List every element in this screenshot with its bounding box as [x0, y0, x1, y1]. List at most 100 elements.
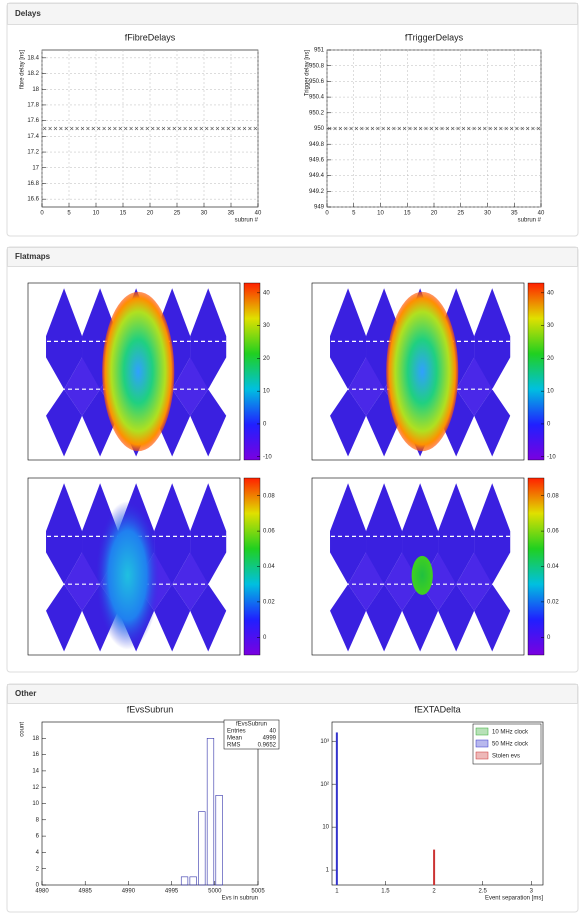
bar — [180, 876, 189, 886]
point — [349, 126, 353, 131]
x-tick-label: 40 — [255, 211, 262, 217]
point — [531, 126, 535, 131]
point — [59, 126, 63, 131]
point — [172, 126, 177, 131]
y-tick-label: 18.4 — [27, 55, 39, 61]
point — [338, 126, 343, 131]
y-tick-label: 2 — [36, 866, 40, 872]
point — [451, 126, 455, 131]
y-tick-label: 950 — [314, 126, 325, 132]
z-tick-label: 0 — [547, 635, 551, 641]
y-tick-label: 17.2 — [27, 150, 39, 156]
z-tick-label: 30 — [263, 323, 270, 329]
point — [134, 126, 139, 131]
x-tick-label: 4985 — [79, 889, 93, 895]
point — [509, 126, 514, 131]
x-axis-label: subrun # — [235, 218, 259, 224]
z-tick-label: 0.02 — [263, 599, 275, 605]
flatmap — [33, 288, 235, 457]
bar — [206, 737, 215, 886]
point — [129, 126, 133, 131]
x-tick-label: 5 — [352, 211, 356, 217]
hotspot — [411, 555, 433, 595]
point — [167, 126, 171, 131]
point — [177, 126, 182, 131]
z-tick-label: 20 — [263, 356, 270, 362]
x-tick-label: 2 — [432, 889, 436, 895]
point — [354, 126, 359, 131]
y-axis-label: Trigger delay [ns] — [305, 50, 311, 96]
z-tick-label: 0.04 — [547, 564, 559, 570]
legend-swatch — [475, 739, 489, 748]
point — [226, 126, 231, 131]
x-tick-label: 2.5 — [479, 889, 488, 895]
z-tick-label: 0.06 — [263, 529, 275, 535]
y-tick-label: 17 — [32, 165, 39, 171]
x-axis-label: subrun # — [518, 218, 542, 224]
point — [199, 126, 204, 131]
point — [392, 126, 396, 131]
y-tick-label: 949.4 — [309, 173, 325, 179]
z-tick-label: 10 — [263, 389, 270, 395]
legend-swatch — [475, 751, 489, 760]
map-cell — [190, 483, 227, 652]
x-axis-label: Event separation [ms] — [485, 896, 543, 902]
point — [365, 126, 369, 131]
point — [253, 126, 258, 131]
y-axis-label: count — [20, 722, 26, 737]
point — [188, 126, 193, 131]
point — [102, 126, 106, 131]
legend-label: 50 MHz clock — [492, 742, 529, 748]
point — [461, 126, 466, 131]
y-tick-label: 18.2 — [27, 71, 39, 77]
y-tick-label: 10³ — [320, 739, 329, 745]
y-tick-label: 950.8 — [309, 63, 325, 69]
stats-label: RMS — [227, 743, 240, 749]
z-tick-label: 40 — [263, 290, 270, 296]
y-tick-label: 950.6 — [309, 79, 325, 85]
x-tick-label: 5 — [67, 211, 71, 217]
y-tick-label: 16 — [32, 752, 39, 758]
point — [424, 126, 428, 131]
point — [145, 126, 150, 131]
x-tick-label: 15 — [404, 211, 411, 217]
z-tick-label: 40 — [547, 290, 554, 296]
point — [48, 126, 52, 131]
stats-box — [223, 719, 280, 750]
z-tick-label: 0 — [263, 635, 267, 641]
point — [504, 126, 508, 131]
point — [69, 126, 74, 131]
y-tick-label: 18 — [32, 736, 39, 742]
map-cell — [46, 288, 83, 457]
x-tick-label: 0 — [325, 211, 329, 217]
z-tick-label: 0.08 — [263, 493, 275, 499]
hotspot — [102, 291, 175, 452]
x-tick-label: 5000 — [208, 889, 222, 895]
hotspot — [95, 501, 160, 650]
colorbar — [243, 282, 261, 461]
y-tick-label: 949.2 — [309, 189, 325, 195]
y-tick-label: 8 — [36, 817, 40, 823]
chart-title: fFibreDelays — [125, 32, 176, 42]
map-cell — [330, 483, 367, 652]
y-tick-label: 10² — [320, 782, 329, 788]
x-tick-label: 25 — [174, 211, 181, 217]
hotspot — [386, 291, 459, 452]
map-cell — [330, 288, 367, 457]
stats-label: Entries — [227, 729, 246, 735]
point — [161, 126, 166, 131]
map-cell — [474, 288, 511, 457]
stats-value: 40 — [269, 729, 276, 735]
point — [472, 126, 476, 131]
x-tick-label: 4990 — [122, 889, 136, 895]
point — [80, 126, 85, 131]
y-tick-label: 949.6 — [309, 157, 325, 163]
point — [113, 126, 117, 131]
y-tick-label: 10 — [32, 801, 39, 807]
x-tick-label: 15 — [120, 211, 127, 217]
point — [376, 126, 380, 131]
y-tick-label: 10 — [322, 825, 329, 831]
point — [397, 126, 401, 131]
flatmap — [33, 483, 235, 652]
point — [402, 126, 407, 131]
